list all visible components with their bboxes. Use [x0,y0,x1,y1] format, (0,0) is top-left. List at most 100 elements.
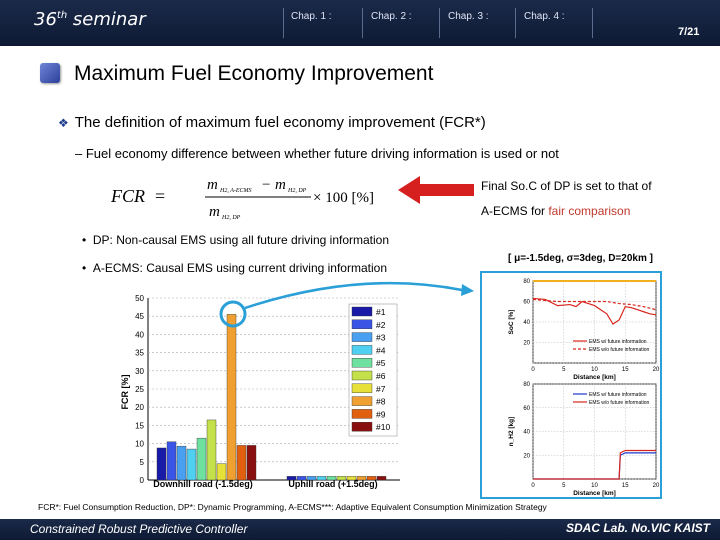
legend-label: #9 [376,409,386,419]
note-line-1: Final So.C of DP is set to that of [481,179,652,193]
y-tick-label: 30 [135,367,144,376]
legend-swatch [351,345,373,355]
parameter-label: [ μ=-1.5deg, σ=3deg, D=20km ] [508,253,653,264]
chapter-2-link[interactable]: Chap. 2 : [371,11,412,22]
y-tick-label: 60 [523,300,530,306]
x-tick-label: 10 [591,367,598,373]
chapter-1-link[interactable]: Chap. 1 : [291,11,332,22]
y-tick-label: 40 [523,430,530,436]
x-axis-label: Distance [km] [573,374,616,381]
footnote: FCR*: Fuel Consumption Reduction, DP*: D… [38,502,547,512]
formula-minus: − [262,177,270,193]
legend-label: #8 [376,397,386,407]
x-tick-label: 20 [653,483,660,489]
y-tick-label: 20 [523,341,530,347]
bar-downhill-8 [226,314,237,481]
y-tick-label: 80 [523,382,530,388]
formula-factor: × 100 [%] [313,190,374,206]
category-label-uphill: Uphill road (+1.5deg) [288,479,377,489]
slide-title: Maximum Fuel Economy Improvement [74,62,434,85]
legend-swatch [351,306,373,317]
x-tick-label: 5 [562,483,566,489]
formula-num-a: m [207,177,218,193]
y-tick-labels: 0 5 10 15 20 25 30 35 40 45 50 [135,294,144,485]
y-tick-label: 40 [135,330,144,339]
x-tick-label: 15 [622,483,629,489]
bar-downhill-4 [186,448,197,481]
y-tick-label: 35 [135,349,144,358]
legend-label: #2 [376,320,386,330]
chapter-divider [362,8,363,38]
bar-downhill-6 [206,419,217,481]
formula-num-b: m [275,177,286,193]
chapter-4-link[interactable]: Chap. 4 : [524,11,565,22]
note-fair-comparison: fair comparison [548,204,631,218]
y-tick-label: 80 [523,279,530,285]
legend-swatch [351,409,373,419]
legend-swatch [351,332,373,342]
bar-downhill-3 [176,445,187,481]
legend-label: #6 [376,371,386,381]
footer-lab: SDAC Lab. No.VIC KAIST [566,521,711,535]
y-axis-label: FCR [%] [120,375,130,410]
x-tick-label: 0 [531,367,535,373]
item-aecms: • A-ECMS: Causal EMS using current drivi… [82,261,387,275]
chapter-3-link[interactable]: Chap. 3 : [448,11,489,22]
legend-swatch [351,358,373,368]
legend-swatch [351,422,373,432]
connector-arrowhead [461,284,474,296]
formula-equals: = [155,186,165,206]
legend-swatch [351,370,373,381]
legend-label: #5 [376,358,386,368]
highlight-connector [244,281,463,310]
y-tick-label: 15 [135,421,144,430]
legend-label: EMS w/o future information [589,347,650,353]
bar-uphill-9 [366,476,377,481]
y-tick-label: 60 [523,406,530,412]
item-aecms-text: A-ECMS: Causal EMS using current driving… [92,261,387,275]
formula-lhs: FCR [110,186,145,206]
x-tick-label: 15 [622,367,629,373]
x-tick-label: 0 [531,483,535,489]
y-tick-label: 5 [140,458,145,467]
bar-uphill-6 [336,476,347,481]
bar-uphill-5 [326,476,337,481]
chapter-divider [515,8,516,38]
legend-label: EMS w/ future information [589,339,647,345]
item-dp-text: DP: Non-causal EMS using all future driv… [92,233,390,247]
fcr-formula: FCR = m H2, A-ECMS − m H2, DP m H2, DP ×… [110,177,374,221]
y-tick-label: 20 [135,403,144,412]
x-tick-label: 5 [562,367,566,373]
sub-bullet: – Fuel economy difference between whethe… [75,146,559,161]
y-tick-label: 45 [135,312,144,321]
bar-uphill-8 [356,476,367,481]
title-bullet-icon [40,63,60,83]
item-dp: • DP: Non-causal EMS using all future dr… [82,233,390,247]
bar-uphill-4 [316,476,327,481]
diamond-bullet-icon: ❖ [58,116,69,130]
header-bar [0,0,720,46]
y-axis-label: SoC [%] [508,310,515,335]
soc-line-chart: 0 5 10 15 20 20 40 60 80 Distance [km] SoC [%] EMS … [508,279,660,381]
main-bullet: ❖ The definition of maximum fuel economy … [58,114,486,131]
footer-title: Constrained Robust Predictive Controller [30,522,248,536]
y-tick-label: 25 [135,385,144,394]
legend-swatch [351,383,373,393]
series-line [532,297,657,325]
bar-downhill-10 [246,445,257,481]
bar-uphill-10 [376,476,387,481]
bar-downhill-5 [196,437,207,481]
category-label-downhill: Downhill road (-1.5deg) [153,479,253,489]
bars-group [156,314,387,481]
main-bullet-text: The definition of maximum fuel economy i… [74,114,486,131]
legend-label: #3 [376,333,386,343]
bar-downhill-9 [236,445,247,481]
formula-den-sub: H2, DP [221,215,241,221]
legend-swatch [351,319,373,329]
highlight-circle [219,300,247,328]
bar-legend: #1 #2 #3 #4 #5 #6 #7 #8 #9 #10 [348,303,398,437]
fcr-bar-chart: 0 5 10 15 20 25 30 35 40 45 50 FCR [%] Downhill ro… [120,281,474,489]
bar-uphill-1 [286,476,297,481]
bar-downhill-2 [166,441,177,481]
